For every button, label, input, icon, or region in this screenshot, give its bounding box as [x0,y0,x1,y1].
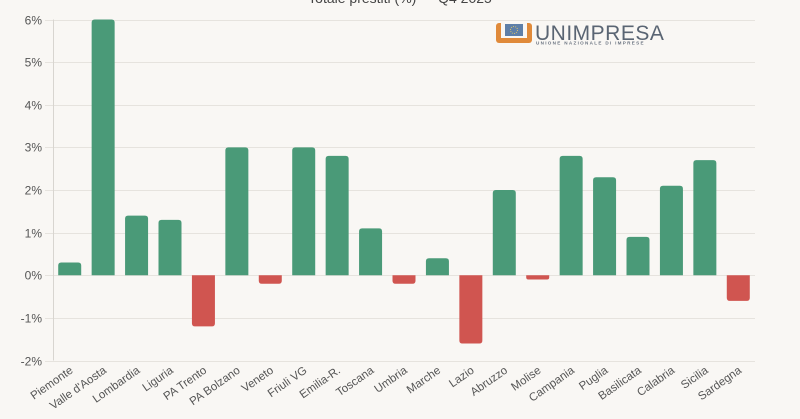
y-tick-label: 3% [25,141,43,155]
bar-friuli-vg [292,147,316,276]
y-tick-label: 0% [25,269,43,283]
bar-umbria [392,275,416,284]
bar-liguria [158,219,182,276]
bar-campania [559,155,583,276]
logo-name: UNIMPRESA [535,22,664,45]
bar-pa-trento [191,275,215,327]
bar-lombardia [125,215,149,276]
y-tick-label: 5% [25,56,43,70]
bar-sardegna [726,275,750,301]
bar-veneto [258,275,282,284]
x-tick-label: Marche [405,365,443,397]
bar-marche [425,258,449,276]
bar-sicilia [693,160,717,276]
x-tick-label: Abruzzo [469,365,510,399]
bar-toscana [359,228,383,276]
x-tick-label: Toscana [334,364,376,399]
y-tick-label: 6% [25,14,43,28]
y-tick-label: -2% [21,355,43,369]
bar-abruzzo [492,190,516,276]
bar-lazio [459,275,483,344]
y-tick-label: 4% [25,99,43,113]
bar-calabria [659,185,683,276]
y-tick-label: 2% [25,184,43,198]
bar-piemonte [58,262,82,276]
bar-valle-d-aosta [91,19,115,276]
x-tick-label: Calabria [635,364,677,399]
y-tick-label: -1% [21,312,43,326]
bar-puglia [593,177,617,276]
y-tick-label: 1% [25,227,43,241]
unimpresa-logo: UNIMPRESA UNIONE NAZIONALE DI IMPRESE [496,22,664,46]
bar-pa-bolzano [225,147,249,276]
bar-molise [526,275,550,280]
chart-title: Totale prestiti (%) — Q4 2025 [308,0,492,6]
y-axis-ticks: -2% -1% 0% 1% 2% 3% 4% 5% 6% [21,14,43,369]
x-tick-label: Umbria [372,364,410,395]
bar-basilicata [626,236,650,276]
grid-lines [45,20,755,362]
logo-emblem-icon [496,23,532,43]
bars [58,19,750,344]
logo-subtitle: UNIONE NAZIONALE DI IMPRESE [536,41,645,46]
bar-emilia-r [325,155,349,276]
